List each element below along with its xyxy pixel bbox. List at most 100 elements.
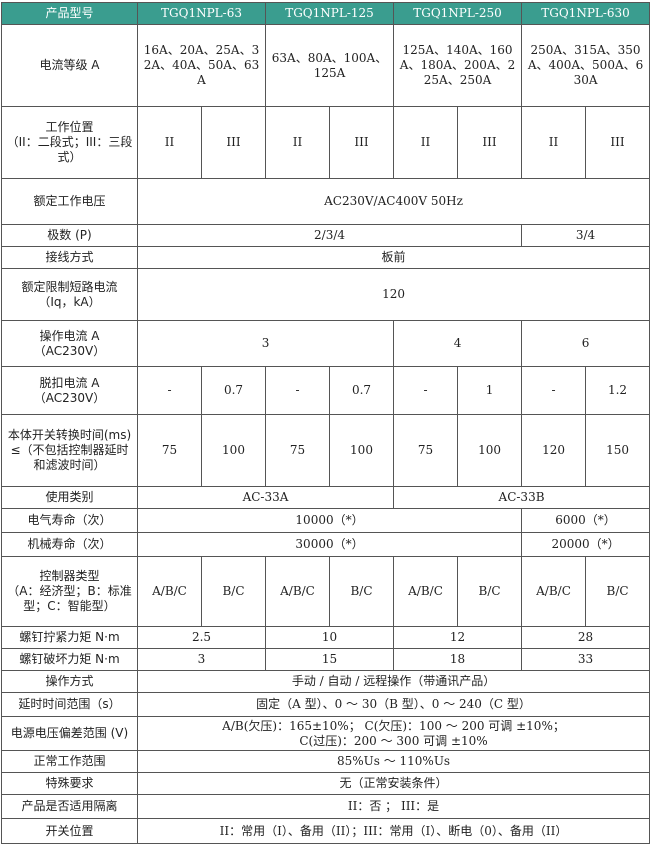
cell: A/B/C: [393, 556, 459, 627]
cell: 120: [521, 414, 587, 487]
row-label: 操作方式: [1, 670, 138, 693]
cell: 0.7: [201, 366, 266, 415]
cell: A/B/C: [137, 556, 202, 627]
text-line: （AC230V）: [33, 343, 106, 358]
cell: 250A、315A、350A、400A、500A、630A: [521, 24, 651, 107]
table-row: 操作电流 A （AC230V） 3 4 6: [1, 320, 651, 367]
cell: 120: [136, 268, 651, 321]
table-row: 电源电压偏差范围 (V) A/B(欠压)：165±10%； C(欠压)：100 ～…: [1, 716, 651, 751]
cell: 无（正常安装条件）: [136, 772, 651, 795]
row-label: 正常工作范围: [1, 750, 138, 773]
text-line: 操作方式: [45, 674, 94, 688]
cell: 20000（*）: [521, 532, 651, 557]
cell: A/B/C: [521, 556, 587, 627]
row-label: 工作位置 （II：二段式；III：三段式）: [1, 106, 138, 179]
table-row: 开关位置 II：常用（I）、备用（II）；III：常用（I）、断电（0）、备用（I…: [1, 818, 651, 844]
cell: III: [201, 106, 266, 179]
text-line: 产品是否适用隔离: [21, 799, 118, 813]
text-line: 工作位置: [45, 120, 94, 134]
cell: 18: [393, 648, 523, 671]
text-line: 操作电流 A: [39, 328, 100, 343]
cell: 10: [264, 626, 395, 649]
cell: B/C: [585, 556, 651, 627]
row-label: 脱扣电流 A （AC230V）: [1, 366, 138, 415]
cell: III: [457, 106, 523, 179]
row-label: 产品是否适用隔离: [1, 794, 138, 819]
cell: III: [585, 106, 651, 179]
cell: 28: [521, 626, 651, 649]
text-line: 特殊要求: [45, 776, 94, 790]
cell: B/C: [328, 556, 395, 627]
cell: 板前: [136, 246, 651, 269]
text-line: 螺钉破坏力矩 N·m: [19, 652, 120, 666]
text-line: 开关位置: [45, 823, 94, 838]
cell: 75: [265, 414, 330, 487]
header-cell: TGQ1NPL-250: [393, 2, 523, 25]
cell: 3: [137, 648, 266, 671]
table-row: 机械寿命（次） 30000（*） 20000（*）: [1, 532, 651, 557]
text-line: C(过压)：200 ～ 300 可调 ±10%: [299, 733, 488, 748]
table-row: 螺钉破坏力矩 N·m 3 15 18 33: [1, 648, 651, 671]
cell: 16A、20A、25A、32A、40A、50A、63A: [137, 24, 266, 107]
cell: 75: [137, 414, 202, 487]
cell: 100: [328, 414, 395, 487]
row-label: 特殊要求: [1, 772, 138, 795]
cell: 3: [136, 320, 395, 367]
cell: II: [137, 106, 202, 179]
cell: II: [393, 106, 459, 179]
table-row: 控制器类型 （A：经济型；B：标准型；C：智能型） A/B/C B/C A/B/C B/C…: [1, 556, 651, 627]
table-row: 使用类别 AC-33A AC-33B: [1, 486, 651, 509]
cell: 固定（A 型）、0 ～ 30（B 型）、0 ～ 240（C 型）: [136, 692, 651, 717]
row-label: 额定工作电压: [1, 178, 138, 225]
cell: -: [393, 366, 459, 415]
cell: II：否 ； III：是: [136, 794, 651, 819]
text-line: 接线方式: [45, 250, 94, 264]
cell: -: [521, 366, 587, 415]
table-row: 特殊要求 无（正常安装条件）: [1, 772, 651, 795]
cell: II：常用（I）、备用（II）；III：常用（I）、断电（0）、备用（II）: [136, 818, 651, 844]
text-line: 极数 (P): [47, 228, 92, 242]
cell: 15: [264, 648, 395, 671]
row-label: 操作电流 A （AC230V）: [1, 320, 138, 367]
table-row: 脱扣电流 A （AC230V） -0.7-0.7-1-1.2: [1, 366, 651, 415]
cell: 33: [521, 648, 651, 671]
text-line: 使用类别: [45, 490, 94, 504]
text-line: A/B(欠压)：165±10%； C(欠压)：100 ～ 200 可调 ±10%…: [222, 718, 565, 733]
cell: AC-33A: [136, 486, 395, 509]
table-row: 电流等级 A 16A、20A、25A、32A、40A、50A、63A 63A、80A…: [1, 24, 651, 107]
table-row: 额定工作电压 AC230V/AC400V 50Hz: [1, 178, 651, 225]
text-line: 额定限制短路电流: [21, 279, 118, 294]
header-cell: TGQ1NPL-63: [137, 2, 266, 25]
text-line: 延时时间范围（s）: [18, 697, 121, 711]
row-label: 电气寿命（次）: [1, 508, 138, 533]
cell: 6: [521, 320, 651, 367]
text-line: （A：经济型；B：标准型；C：智能型）: [7, 584, 132, 613]
cell: 4: [393, 320, 523, 367]
header-cell: TGQ1NPL-630: [521, 2, 651, 25]
cell: B/C: [201, 556, 266, 627]
row-label: 延时时间范围（s）: [1, 692, 138, 717]
cell: A/B(欠压)：165±10%； C(欠压)：100 ～ 200 可调 ±10%…: [136, 716, 651, 751]
cell: AC230V/AC400V 50Hz: [136, 178, 651, 225]
table-row: 额定限制短路电流 （Iq，kA） 120: [1, 268, 651, 321]
text-line: 螺钉拧紧力矩 N·m: [19, 630, 120, 644]
cell: B/C: [457, 556, 523, 627]
row-label: 接线方式: [1, 246, 138, 269]
row-label: 机械寿命（次）: [1, 532, 138, 557]
row-label: 电流等级 A: [1, 24, 138, 107]
cell: 2/3/4: [136, 224, 523, 247]
text-line: （AC230V）: [33, 390, 106, 405]
text-line: 额定工作电压: [33, 194, 106, 208]
cell: 10000（*）: [136, 508, 523, 533]
cell: 3/4: [521, 224, 651, 247]
cell: 63A、80A、100A、125A: [264, 24, 395, 107]
cell: 6000（*）: [521, 508, 651, 533]
row-label: 螺钉破坏力矩 N·m: [1, 648, 138, 671]
table-row: 工作位置 （II：二段式；III：三段式） II III II III II III II III: [1, 106, 651, 179]
table-row: 螺钉拧紧力矩 N·m 2.5 10 12 28: [1, 626, 651, 649]
header-row: 产品型号 TGQ1NPL-63 TGQ1NPL-125 TGQ1NPL-250 TGQ1…: [1, 2, 651, 25]
text-line: 电流等级 A: [39, 58, 100, 72]
cell: II: [521, 106, 587, 179]
text-line: （II：二段式；III：三段式）: [6, 135, 133, 164]
